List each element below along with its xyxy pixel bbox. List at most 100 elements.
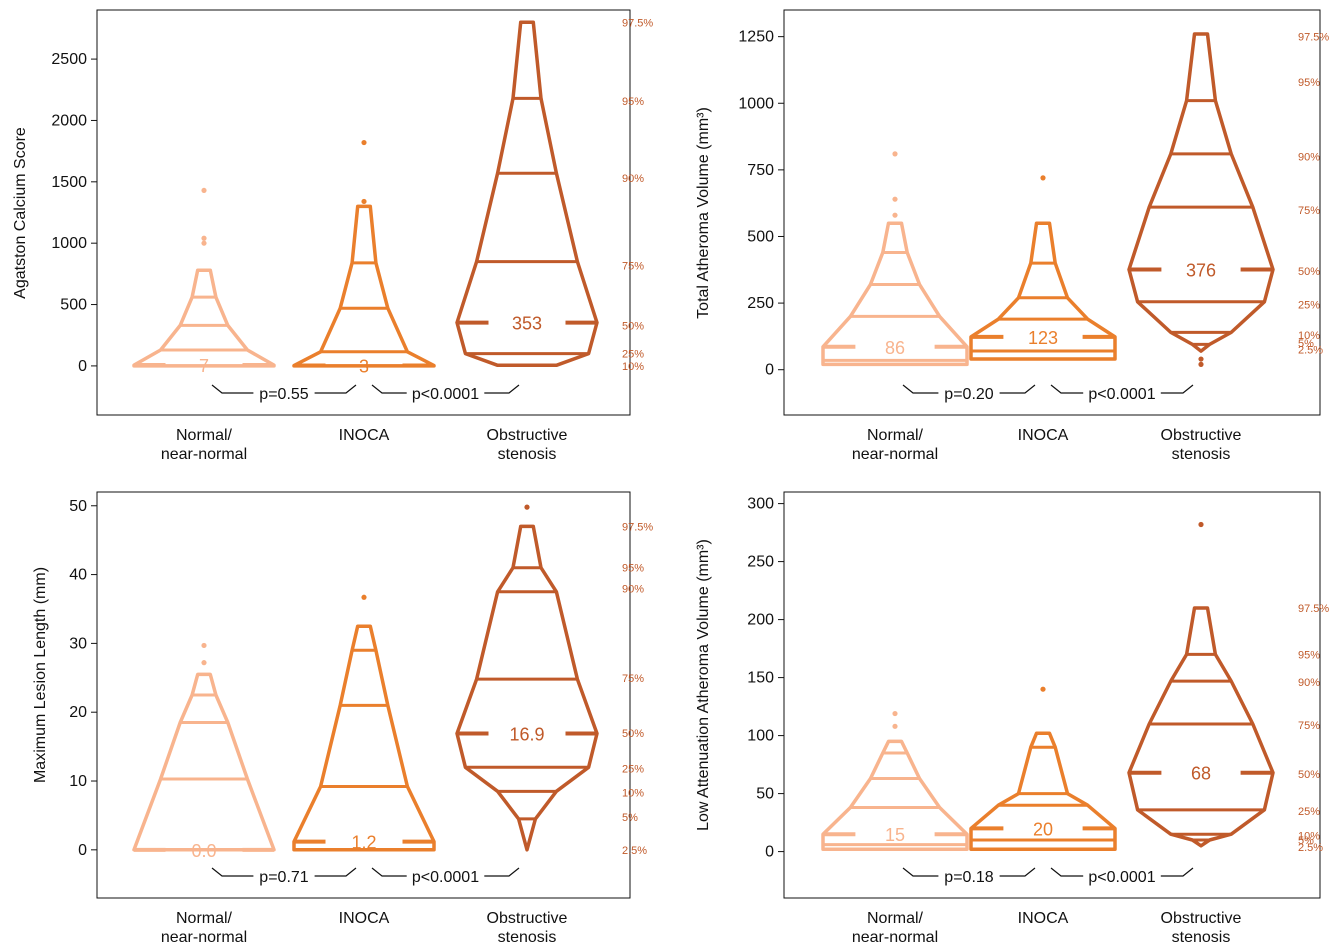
y-axis-title: Agatston Calcium Score <box>12 127 29 299</box>
percentile-label: 10% <box>1298 830 1320 842</box>
pvalue-label: p=0.18 <box>944 869 993 886</box>
series-2: 20 <box>969 686 1117 852</box>
category-label: INOCA <box>1018 910 1069 927</box>
pvalue-label: p=0.20 <box>944 386 993 403</box>
y-tick-label: 0 <box>765 844 774 861</box>
y-tick-label: 1500 <box>51 174 87 191</box>
pvalue-bracket: p=0.20 <box>902 384 1036 403</box>
category-label: near-normal <box>161 446 247 463</box>
series-3: 353 97.5% 95% 90% 75% 50% 25%10% <box>455 17 653 373</box>
series-3: 68 97.5% 95% 90% 75% 50% 25% 10%5%2.5% <box>1127 521 1329 854</box>
median-label: 68 <box>1191 764 1211 784</box>
category-label: stenosis <box>498 446 557 463</box>
pvalue-bracket: p=0.55 <box>211 384 357 403</box>
y-tick-label: 250 <box>747 554 774 571</box>
pvalue-bracket: p<0.0001 <box>371 384 520 403</box>
median-label: 86 <box>885 338 905 358</box>
percentile-label: 97.5% <box>622 17 653 29</box>
plot-frame <box>783 9 1321 416</box>
outlier-point <box>892 710 898 717</box>
median-label: 353 <box>512 314 542 334</box>
chart-panel-1: 0 500 1000 1500 2000 2500 Agatston Calcium Sco… <box>12 9 653 463</box>
category-label: stenosis <box>498 929 557 942</box>
boxen-outline <box>969 221 1117 361</box>
series-2: 3 <box>292 139 436 377</box>
median-label: 3 <box>359 357 369 377</box>
bracket-left <box>371 384 407 394</box>
outlier-point <box>1040 686 1046 692</box>
outlier-point <box>892 151 898 157</box>
boxen-outline <box>1127 32 1275 353</box>
outlier-point <box>892 723 898 729</box>
chart-panel-4: 0 50 100 150 200 250 300 Low Attenuation Athero… <box>695 491 1329 942</box>
category-label: stenosis <box>1172 446 1231 463</box>
category-label: near-normal <box>852 929 938 942</box>
y-tick-label: 0 <box>78 358 87 375</box>
category-label: Obstructive <box>487 910 568 927</box>
y-tick-label: 250 <box>747 295 774 312</box>
median-label: 16.9 <box>509 725 544 745</box>
percentile-label: 90% <box>622 173 644 185</box>
series-1: 86 <box>821 151 969 367</box>
percentile-label: 95% <box>622 96 644 108</box>
pvalue-label: p=0.71 <box>259 869 308 886</box>
median-label: 1.2 <box>351 833 376 853</box>
category-label: Normal/ <box>867 427 924 444</box>
boxen-outline <box>292 204 436 368</box>
y-tick-label: 1000 <box>738 95 774 112</box>
pvalue-bracket: p=0.71 <box>211 867 357 886</box>
plot-frame <box>783 491 1321 899</box>
outlier-point <box>1198 361 1204 367</box>
percentile-label: 5% <box>1298 835 1314 847</box>
y-axis-title: Maximum Lesion Length (mm) <box>32 567 49 783</box>
bracket-right <box>314 867 357 877</box>
y-tick-label: 1000 <box>51 235 87 252</box>
chart-panel-3: 0 10 20 30 40 50 Maximum Lesion Length (mm) Nor… <box>32 491 653 942</box>
bracket-right <box>484 867 520 877</box>
category-label: stenosis <box>1172 929 1231 942</box>
category-label: Obstructive <box>1161 910 1242 927</box>
boxen-outline <box>969 731 1117 852</box>
outlier-point <box>201 235 207 241</box>
category-label: INOCA <box>1018 427 1069 444</box>
y-tick-label: 100 <box>747 728 774 745</box>
bracket-right <box>1160 384 1194 394</box>
category-label: INOCA <box>339 910 390 927</box>
outlier-point <box>892 212 898 218</box>
outlier-point <box>201 660 207 666</box>
pvalue-label: p<0.0001 <box>412 386 479 403</box>
y-tick-label: 1250 <box>738 29 774 46</box>
plot-frame <box>96 491 631 899</box>
y-tick-label: 20 <box>69 704 87 721</box>
y-tick-label: 50 <box>756 786 774 803</box>
y-axis-title: Low Attenuation Atheroma Volume (mm³) <box>695 539 712 831</box>
y-tick-label: 50 <box>69 498 87 515</box>
percentile-label: 75% <box>622 673 644 685</box>
bracket-left <box>1050 384 1084 394</box>
percentile-label: 90% <box>622 583 644 595</box>
percentile-label: 90% <box>1298 677 1320 689</box>
outlier-point <box>201 187 207 194</box>
bracket-right <box>314 384 357 394</box>
boxen-outline <box>132 672 276 852</box>
percentile-label: 5% <box>622 812 638 824</box>
y-tick-label: 30 <box>69 635 87 652</box>
y-tick-label: 0 <box>765 362 774 379</box>
outlier-point <box>1198 356 1204 362</box>
y-tick-label: 200 <box>747 612 774 629</box>
percentile-label: 2.5% <box>622 845 647 857</box>
pvalue-label: p<0.0001 <box>1088 869 1155 886</box>
category-label: Obstructive <box>1161 427 1242 444</box>
outlier-point <box>361 139 367 146</box>
category-label: Obstructive <box>487 427 568 444</box>
outlier-point <box>361 198 367 205</box>
series-1: 15 <box>821 710 969 852</box>
percentile-label: 95% <box>622 563 644 575</box>
pvalue-bracket: p<0.0001 <box>1050 867 1194 886</box>
series-3: 16.9 97.5% 95% 90% 75% 50% 25% 10% 5% 2.5% <box>455 504 653 857</box>
outlier-point <box>1198 521 1204 528</box>
outlier-point <box>524 504 530 510</box>
bracket-left <box>211 384 254 394</box>
percentile-label: 5% <box>1298 338 1314 350</box>
percentile-label: 90% <box>1298 152 1320 164</box>
